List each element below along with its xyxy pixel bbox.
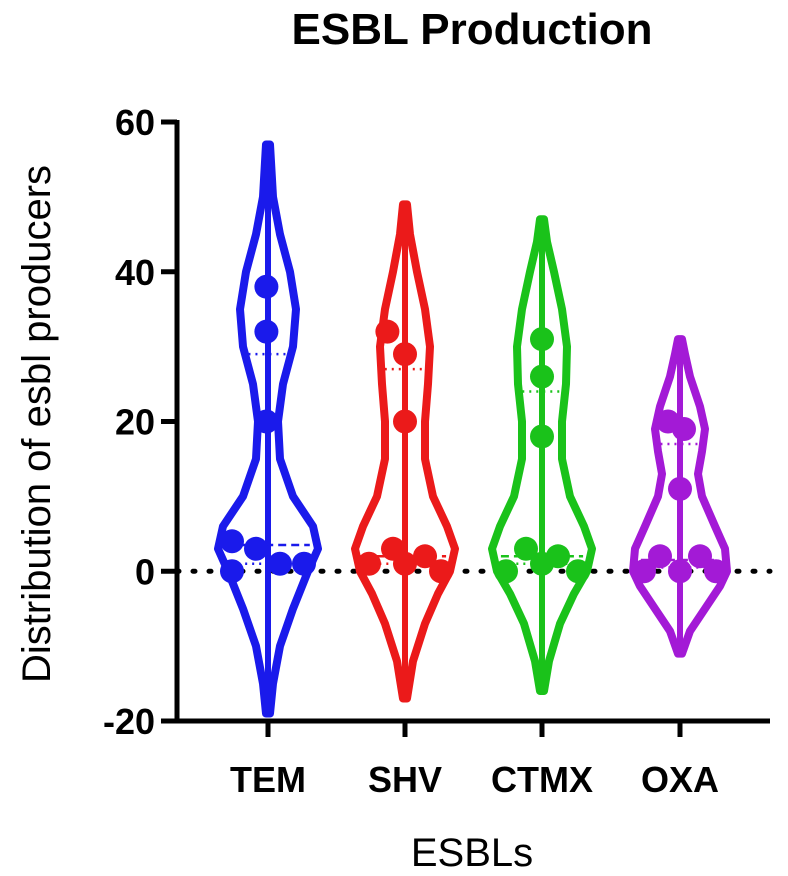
oxa-point-1 [648, 544, 672, 569]
ctmx-point-7 [530, 424, 554, 449]
tem-point-1 [220, 559, 244, 584]
oxa-point-2 [668, 559, 692, 584]
shv-point-2 [393, 551, 417, 576]
tem-point-2 [244, 536, 268, 561]
x-axis-title: ESBLs [411, 831, 533, 875]
oxa-point-0 [632, 559, 656, 584]
tem-point-5 [254, 274, 279, 299]
ctmx-point-4 [566, 559, 590, 584]
ctmx-point-5 [530, 327, 554, 352]
oxa-point-3 [688, 544, 712, 569]
shv-point-7 [393, 409, 417, 434]
tem-point-4 [292, 551, 316, 576]
plot-area: -20 0 20 40 60 TEM SHV CTMX OXA [103, 102, 773, 800]
y-tick-label-0: -20 [103, 701, 155, 742]
tem-point-7 [254, 409, 279, 434]
tem-point-3 [268, 551, 292, 576]
shv-point-6 [393, 342, 417, 367]
shv-point-5 [375, 319, 400, 344]
shv-point-3 [413, 544, 437, 569]
oxa-point-7 [668, 476, 692, 501]
shv-point-4 [429, 559, 453, 584]
ctmx-point-3 [546, 544, 570, 569]
x-tick-label-tem: TEM [230, 759, 306, 800]
x-tick-label-shv: SHV [368, 759, 442, 800]
oxa-point-6 [672, 416, 696, 441]
shv-point-0 [357, 551, 381, 576]
y-tick-label-3: 40 [115, 252, 155, 293]
chart-title: ESBL Production [292, 5, 653, 54]
x-tick-label-ctmx: CTMX [491, 759, 593, 800]
tem-point-0 [220, 529, 244, 554]
ctmx-point-6 [530, 364, 554, 389]
y-tick-label-1: 0 [135, 551, 155, 592]
violin-ctmx [488, 215, 596, 695]
y-axis-title: Distribution of esbl producers [15, 165, 59, 683]
ctmx-point-0 [494, 559, 518, 584]
oxa-point-4 [704, 559, 728, 584]
tem-point-6 [254, 319, 279, 344]
y-tick-label-4: 60 [115, 102, 155, 143]
x-tick-label-oxa: OXA [641, 759, 719, 800]
y-tick-label-2: 20 [115, 402, 155, 443]
ctmx-point-1 [514, 536, 538, 561]
